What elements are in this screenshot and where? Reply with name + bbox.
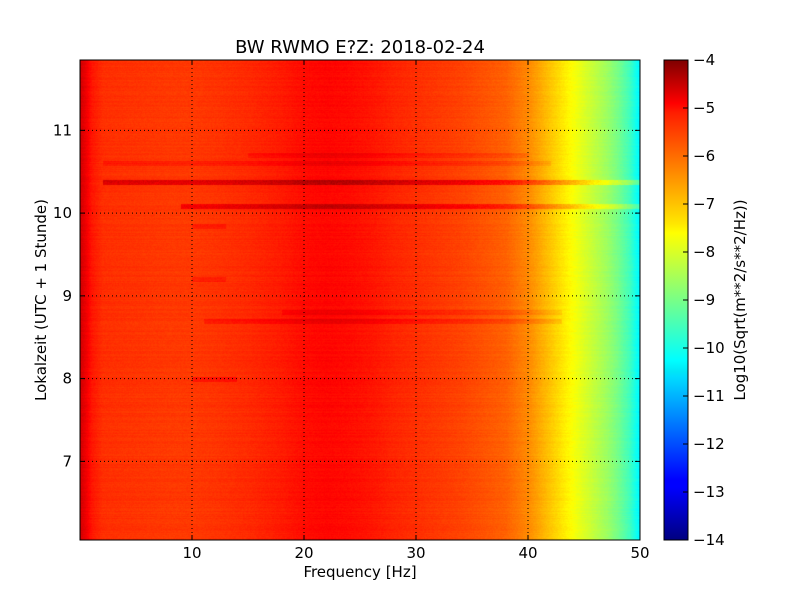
y-axis-label: Lokalzeit (UTC + 1 Stunde): [32, 199, 50, 401]
colorbar-tick-label: −9: [693, 291, 715, 309]
y-tick-label: 10: [53, 204, 72, 222]
x-axis-label: Frequency [Hz]: [303, 563, 416, 581]
colorbar-tick-label: −6: [693, 147, 715, 165]
x-axis: 10 20 30 40 50: [182, 60, 650, 562]
colorbar-tick-label: −10: [693, 339, 725, 357]
colorbar-tick-label: −14: [693, 531, 725, 549]
chart-title: BW RWMO E?Z: 2018-02-24: [235, 37, 485, 58]
y-tick-label: 8: [62, 370, 72, 388]
colorbar-ticks: −4 −5 −6 −7 −8 −9 −10 −11 −12 −13 −14: [683, 51, 725, 549]
x-tick-label: 10: [182, 544, 201, 562]
y-axis: 7 8 9 10 11: [53, 121, 640, 470]
x-tick-label: 30: [406, 544, 425, 562]
spectrogram-heatmap: [80, 60, 640, 540]
x-tick-label: 20: [294, 544, 313, 562]
colorbar-label: Log10(Sqrt(m**2/s**2/Hz)): [731, 199, 749, 400]
colorbar: −4 −5 −6 −7 −8 −9 −10 −11 −12 −13 −14 Log10(Sqrt(m…: [663, 51, 749, 549]
colorbar-tick-label: −8: [693, 243, 715, 261]
colorbar-tick-label: −12: [693, 435, 725, 453]
colorbar-tick-label: −4: [693, 51, 715, 69]
plot-frame: [79, 59, 641, 541]
x-tick-label: 40: [518, 544, 537, 562]
colorbar-tick-label: −7: [693, 195, 715, 213]
x-tick-label: 50: [630, 544, 649, 562]
plot-area: [79, 59, 641, 541]
colorbar-tick-label: −13: [693, 483, 725, 501]
grid-lines: [80, 60, 640, 540]
y-tick-label: 11: [53, 121, 72, 139]
y-tick-label: 9: [62, 287, 72, 305]
y-tick-label: 7: [62, 452, 72, 470]
colorbar-tick-label: −11: [693, 387, 725, 405]
colorbar-tick-label: −5: [693, 99, 715, 117]
